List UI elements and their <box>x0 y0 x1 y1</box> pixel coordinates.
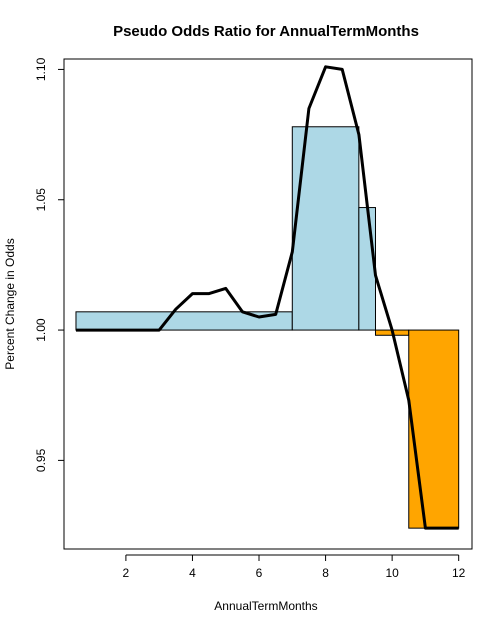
bars-group <box>75 126 460 529</box>
chart-title: Pseudo Odds Ratio for AnnualTermMonths <box>113 23 419 40</box>
x-tick-label-3: 8 <box>322 566 329 580</box>
x-tick-label-5: 12 <box>452 566 466 580</box>
odds-ratio-line <box>76 65 459 530</box>
y-tick-label-2: 1.05 <box>34 188 48 212</box>
x-tick-label-4: 10 <box>385 566 399 580</box>
y-axis: 0.95 1.00 1.05 1.10 <box>34 57 65 472</box>
bar-2 <box>358 207 376 331</box>
x-axis: 2 4 6 8 10 12 <box>123 554 466 580</box>
x-tick-label-1: 4 <box>189 566 196 580</box>
bar-4 <box>408 329 460 529</box>
y-tick-label-0: 0.95 <box>34 448 48 472</box>
y-axis-label: Percent Change in Odds <box>3 238 17 369</box>
x-tick-label-0: 2 <box>123 566 130 580</box>
line-group <box>76 65 459 530</box>
y-tick-label-1: 1.00 <box>34 318 48 342</box>
y-tick-label-3: 1.10 <box>34 57 48 81</box>
x-axis-label: AnnualTermMonths <box>214 599 317 613</box>
x-tick-label-2: 6 <box>256 566 263 580</box>
bar-0 <box>75 311 293 331</box>
